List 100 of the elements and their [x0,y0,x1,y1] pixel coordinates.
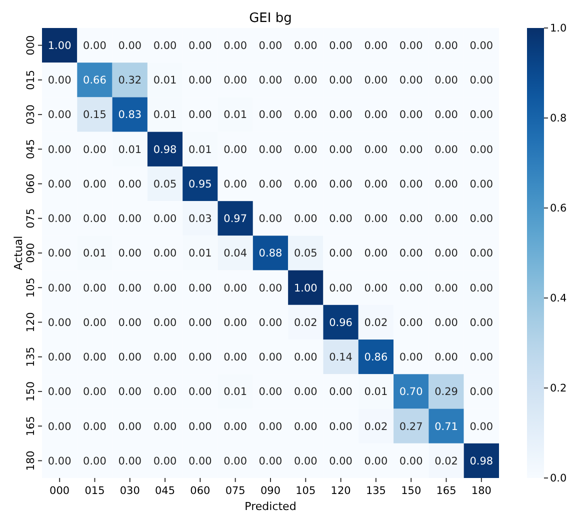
data-label: 0.29 [434,386,458,398]
data-label: 0.00 [224,316,248,329]
data-label: 0.00 [470,144,494,156]
data-label: 0.00 [399,213,423,226]
data-label: 0.98 [470,455,494,468]
data-label: 0.02 [364,420,388,433]
data-label: 0.00 [294,352,318,364]
x-tick-label: 045 [155,485,176,497]
data-label: 0.00 [364,455,388,468]
data-label: 0.00 [83,455,106,468]
data-label: 1.00 [294,282,318,294]
data-label: 0.00 [329,144,353,156]
data-label: 0.00 [48,316,72,329]
data-label: 0.00 [83,144,106,156]
data-label: 0.00 [434,213,458,226]
data-label: 0.00 [399,455,423,468]
color-bar-label: 0.0 [550,472,567,485]
data-label: 0.01 [224,386,248,398]
data-label: 0.00 [48,109,72,122]
chart-title: GEI bg [249,11,292,26]
data-label: 0.00 [48,282,72,294]
data-label: 0.00 [329,40,353,52]
x-tick-label: 000 [50,485,70,497]
color-bar-label: 1.0 [550,22,567,35]
color-bar-label: 0.8 [550,112,567,125]
data-label: 0.00 [434,316,458,329]
data-label: 0.00 [399,316,423,329]
y-axis-title: Actual [12,236,25,270]
data-label: 0.00 [48,455,72,468]
data-label: 0.00 [399,178,423,190]
data-label: 0.00 [329,282,353,294]
data-label: 0.00 [153,248,177,260]
data-label: 0.00 [294,74,318,87]
y-tick-label: 000 [25,35,37,56]
data-label: 0.00 [294,109,318,122]
data-label: 0.00 [188,316,212,329]
data-label: 0.00 [258,420,282,433]
data-label: 0.01 [188,144,212,156]
data-label: 0.00 [83,178,106,190]
data-label: 0.00 [470,74,494,87]
data-label: 0.00 [188,455,212,468]
data-label: 0.00 [364,282,388,294]
data-label: 0.00 [294,420,318,433]
data-label: 0.00 [364,178,388,190]
y-tick-label: 015 [25,70,37,90]
data-label: 0.00 [434,144,458,156]
y-tick-label: 045 [25,139,37,160]
data-label: 0.03 [188,213,212,226]
data-label: 0.00 [118,352,142,364]
data-label: 0.00 [399,109,423,122]
data-label: 0.00 [470,316,494,329]
data-label: 0.00 [470,109,494,122]
data-label: 0.00 [153,455,177,468]
data-label: 0.00 [153,386,177,398]
y-tick-label: 165 [25,416,37,436]
data-label: 0.01 [188,248,212,260]
y-tick-label: 030 [25,104,37,125]
data-label: 0.00 [48,248,72,260]
data-label: 0.00 [470,282,494,294]
data-label: 0.00 [364,144,388,156]
data-label: 0.00 [224,74,248,87]
color-bar-label: 0.4 [550,292,568,305]
data-label: 0.97 [224,213,248,226]
y-tick-label: 180 [25,450,37,471]
data-label: 0.00 [258,386,282,398]
data-label: 0.00 [294,213,318,226]
data-label: 0.00 [434,352,458,364]
y-tick-label: 090 [25,242,37,264]
data-label: 0.00 [294,386,318,398]
data-label: 0.00 [224,455,248,468]
data-label: 0.00 [434,109,458,122]
data-label: 0.00 [118,316,142,329]
data-label: 0.00 [258,40,282,52]
y-tick-label: 105 [25,278,37,298]
data-label: 0.00 [224,178,248,190]
data-label: 0.00 [83,40,106,52]
data-label: 0.05 [153,178,177,190]
data-label: 0.01 [153,109,177,122]
data-label: 0.00 [48,386,72,398]
data-label: 0.00 [434,40,458,52]
data-label: 0.00 [118,213,142,226]
data-label: 0.00 [258,213,282,226]
data-label: 0.00 [48,352,72,364]
data-label: 0.01 [118,144,142,156]
data-label: 0.01 [364,386,388,398]
data-label: 0.00 [48,178,72,190]
data-label: 0.00 [258,282,282,294]
data-label: 0.00 [83,386,106,398]
y-tick-label: 135 [25,346,37,367]
data-label: 0.00 [258,74,282,87]
data-label: 0.00 [470,386,494,398]
data-label: 0.00 [294,178,318,190]
data-label: 0.00 [153,352,177,364]
data-label: 0.01 [83,248,106,260]
y-tick-label: 120 [25,312,37,332]
data-label: 0.00 [118,386,142,398]
data-label: 0.70 [399,386,423,398]
data-label: 0.00 [364,74,388,87]
data-label: 0.00 [118,248,142,260]
color-bar-label: 0.6 [550,202,568,215]
